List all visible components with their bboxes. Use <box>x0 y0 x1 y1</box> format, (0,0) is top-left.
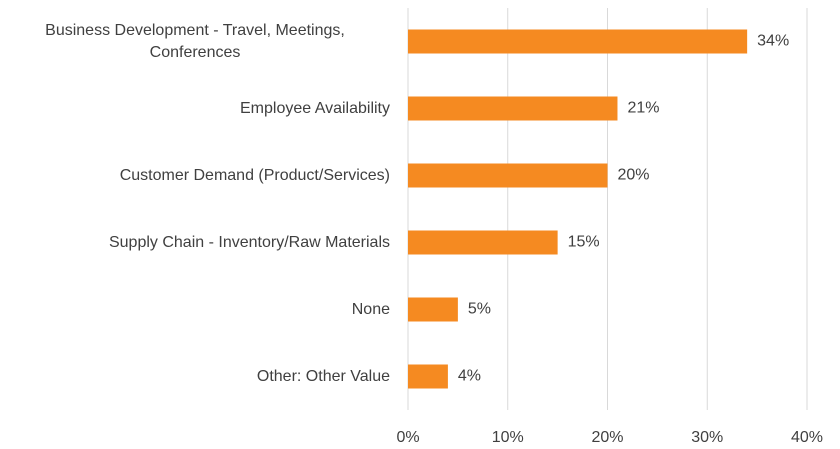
category-label-box: Employee Availability <box>0 98 390 120</box>
y-tick-label: None <box>351 300 390 318</box>
category-label-box: Other: Other Value <box>0 366 390 388</box>
category-label-box: Supply Chain - Inventory/Raw Materials <box>0 232 390 254</box>
x-tick-label: 10% <box>492 429 524 446</box>
y-tick-label: Employee Availability <box>239 99 390 117</box>
category-label-box: None <box>0 299 390 321</box>
y-tick-label: Supply Chain - Inventory/Raw Materials <box>108 233 390 251</box>
bar <box>408 297 458 322</box>
category-label-box: Business Development - Travel, Meetings,… <box>0 20 390 64</box>
x-tick-label: 40% <box>791 429 823 446</box>
data-label: 21% <box>627 100 659 117</box>
data-label: 20% <box>618 167 650 184</box>
x-tick-label: 0% <box>396 429 419 446</box>
x-tick-label: 20% <box>591 429 623 446</box>
y-tick-label: Business Development - Travel, Meetings,… <box>45 21 345 61</box>
data-label: 34% <box>757 33 789 50</box>
data-label: 4% <box>458 368 481 385</box>
bar <box>408 163 608 188</box>
data-label: 5% <box>468 301 491 318</box>
data-label: 15% <box>568 234 600 251</box>
bar <box>408 230 558 255</box>
bar <box>408 29 748 54</box>
bar <box>408 96 618 121</box>
y-tick-label: Other: Other Value <box>256 367 390 385</box>
category-label-box: Customer Demand (Product/Services) <box>0 165 390 187</box>
x-tick-label: 30% <box>691 429 723 446</box>
y-tick-label: Customer Demand (Product/Services) <box>119 166 390 184</box>
bar <box>408 364 448 389</box>
